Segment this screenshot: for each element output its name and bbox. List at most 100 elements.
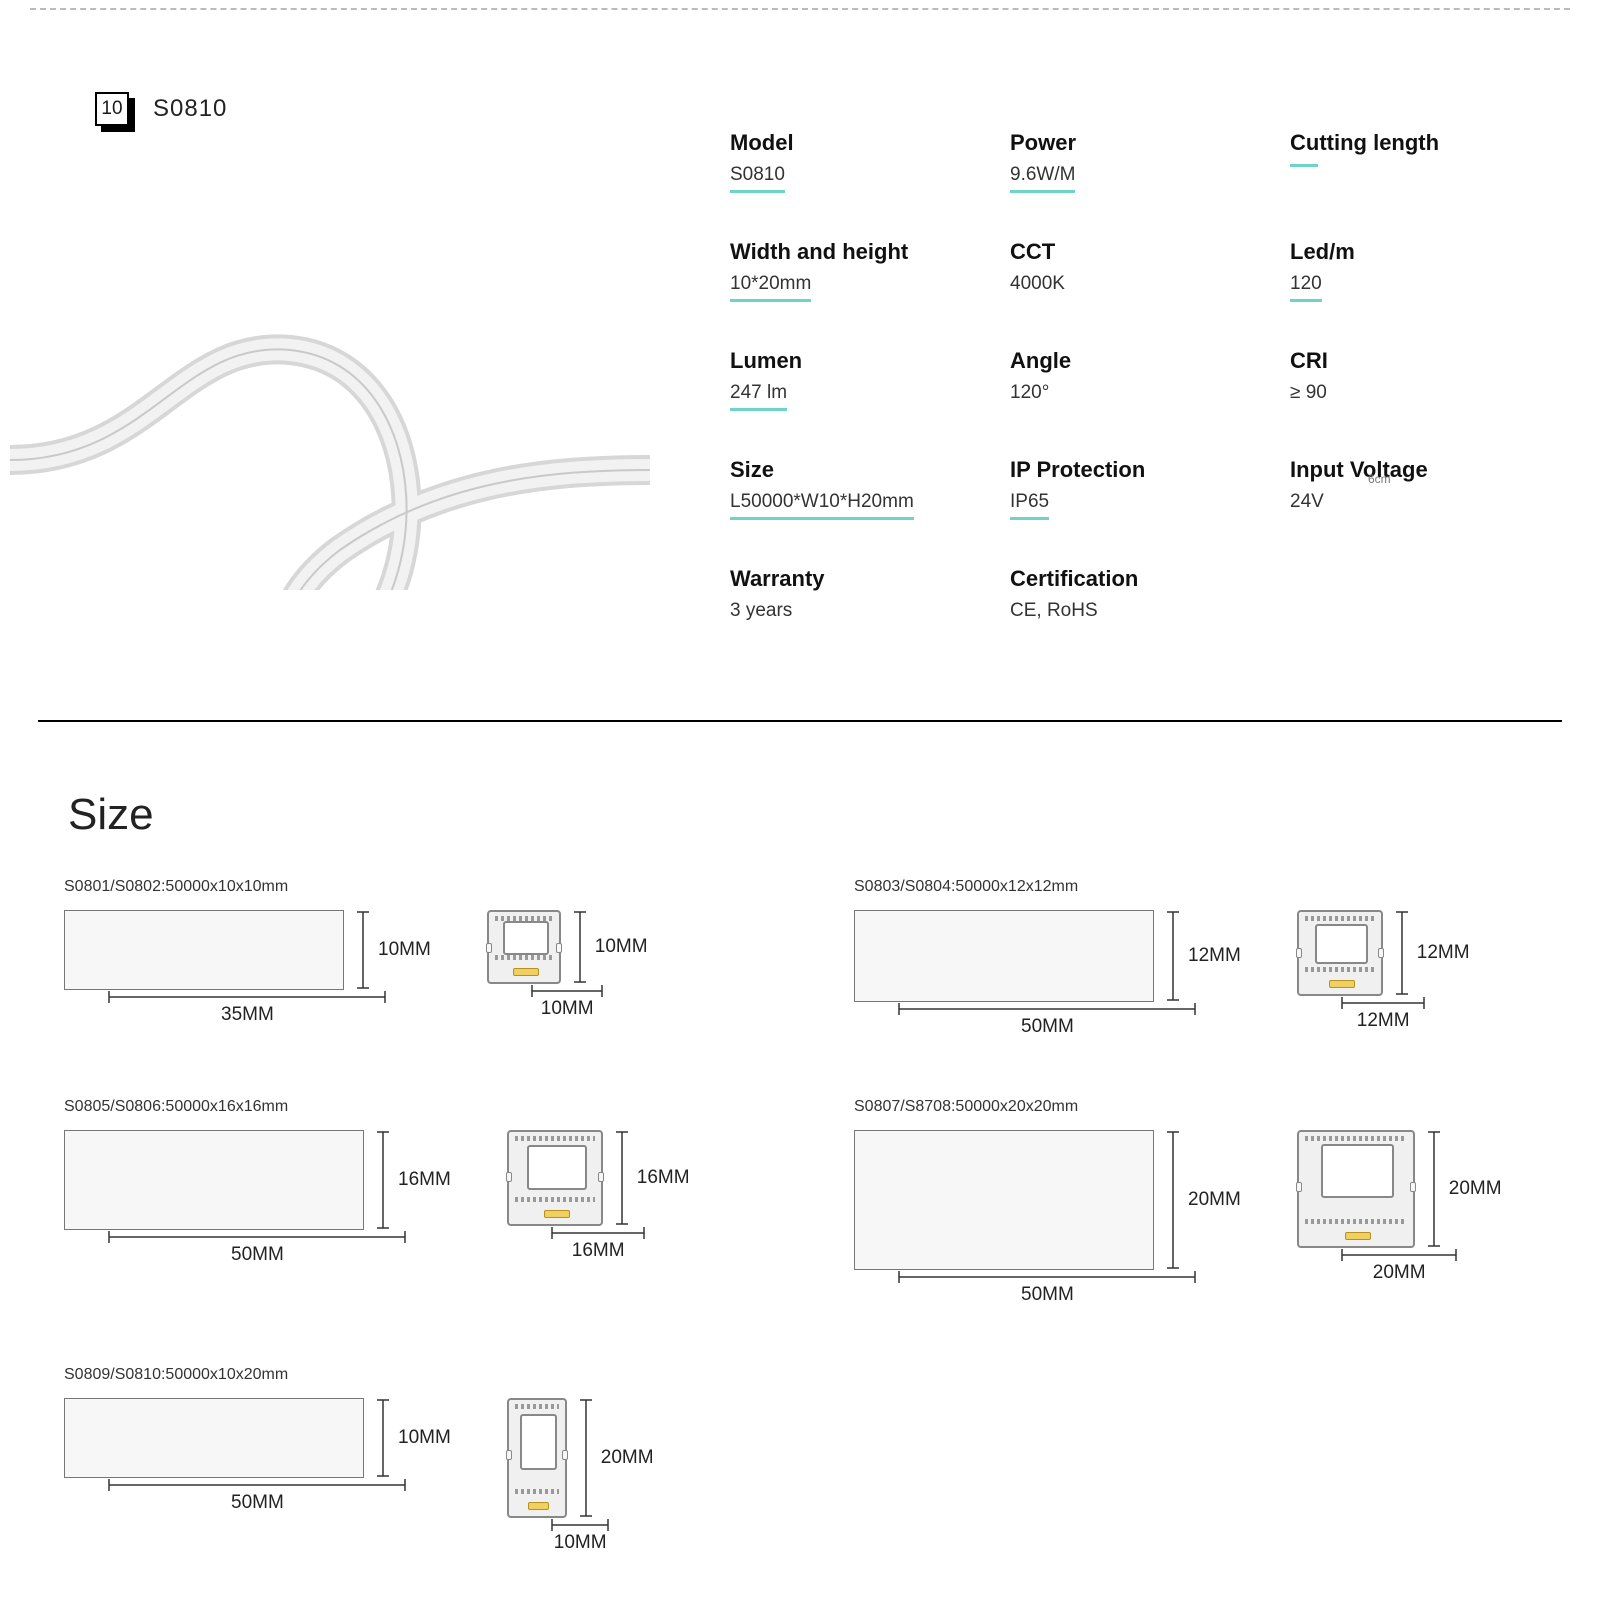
v-dimension-line (356, 910, 370, 990)
cross-section-profile (507, 1130, 603, 1226)
spec-value: 4000K (1010, 273, 1065, 299)
dimension-label: 50MM (231, 1492, 284, 1514)
length-rectangle (64, 910, 344, 990)
spec-value: ≥ 90 (1290, 382, 1327, 408)
spec-label: Angle (1010, 348, 1290, 374)
size-variant-label: S0803/S0804:50000x12x12mm (854, 878, 1544, 896)
size-variant-label: S0809/S0810:50000x10x20mm (64, 1366, 754, 1384)
section-divider (38, 720, 1562, 722)
spec-item: Input Voltage 24V (1290, 457, 1570, 520)
dimension-label: 20MM (1188, 1189, 1241, 1211)
v-dimension-line (573, 910, 587, 984)
spec-label: Certification (1010, 566, 1290, 592)
spec-label: Power (1010, 130, 1290, 156)
h-dimension-line (897, 1270, 1197, 1284)
v-dimension-line (1395, 910, 1409, 996)
product-code: S0810 (153, 95, 227, 123)
product-header: 10 S0810 (95, 92, 227, 126)
size-diagram-grid: S0801/S0802:50000x10x10mm 10MM 35MM (64, 878, 1544, 1614)
h-dimension-line (550, 1518, 610, 1532)
spec-item: Lumen 247 lm (730, 348, 1010, 411)
spec-value: S0810 (730, 164, 785, 193)
spec-item: Led/m 120 (1290, 239, 1570, 302)
dimension-label: 12MM (1188, 945, 1241, 967)
spec-label: Cutting length (1290, 130, 1570, 156)
underline-bar (1290, 164, 1318, 167)
spec-value: 120 (1290, 273, 1322, 302)
v-dimension-line (1427, 1130, 1441, 1248)
cross-section-profile (507, 1398, 567, 1518)
led-strip-illustration (10, 160, 650, 590)
cross-section-profile (1297, 1130, 1415, 1248)
spec-grid: ModelS0810Power9.6W/MCutting lengthWidth… (730, 130, 1570, 626)
stray-text-6cm: 6cm (1368, 472, 1391, 486)
size-section-title: Size (68, 790, 154, 840)
spec-label: Width and height (730, 239, 1010, 265)
size-variant-label: S0807/S8708:50000x20x20mm (854, 1098, 1544, 1116)
length-rectangle (64, 1398, 364, 1478)
h-dimension-line (530, 984, 604, 998)
spec-value: 3 years (730, 600, 792, 626)
h-dimension-line (1340, 996, 1426, 1010)
spec-item: Width and height 10*20mm (730, 239, 1010, 302)
dimension-label: 10MM (398, 1427, 451, 1449)
dimension-label: 16MM (637, 1167, 690, 1189)
dimension-label: 16MM (572, 1240, 625, 1262)
spec-label: Model (730, 130, 1010, 156)
size-diagram: S0805/S0806:50000x16x16mm 16MM 50MM (64, 1098, 754, 1306)
spec-value: 10*20mm (730, 273, 811, 302)
v-dimension-line (579, 1398, 593, 1518)
product-index-badge: 10 (95, 92, 129, 126)
cross-section-profile (487, 910, 561, 984)
h-dimension-line (107, 1230, 407, 1244)
spec-item: Warranty 3 years (730, 566, 1010, 626)
cross-section-profile (1297, 910, 1383, 996)
h-dimension-line (897, 1002, 1197, 1016)
spec-label: CRI (1290, 348, 1570, 374)
dimension-label: 10MM (378, 939, 431, 961)
spec-label: Input Voltage (1290, 457, 1570, 483)
spec-label: Led/m (1290, 239, 1570, 265)
size-diagram: S0807/S8708:50000x20x20mm 20MM 50MM (854, 1098, 1544, 1306)
spec-label: Warranty (730, 566, 1010, 592)
spec-value: IP65 (1010, 491, 1049, 520)
spec-item: Model S0810 (730, 130, 1010, 193)
v-dimension-line (1166, 1130, 1180, 1270)
length-rectangle (854, 910, 1154, 1002)
length-rectangle (854, 1130, 1154, 1270)
v-dimension-line (615, 1130, 629, 1226)
badge-number: 10 (95, 92, 129, 126)
spec-value: 120° (1010, 382, 1049, 408)
dimension-label: 10MM (541, 998, 594, 1020)
dimension-label: 50MM (231, 1244, 284, 1266)
spec-label: IP Protection (1010, 457, 1290, 483)
spec-item: Angle 120° (1010, 348, 1290, 411)
size-variant-label: S0801/S0802:50000x10x10mm (64, 878, 754, 896)
size-variant-label: S0805/S0806:50000x16x16mm (64, 1098, 754, 1116)
dimension-label: 12MM (1417, 942, 1470, 964)
dimension-label: 35MM (221, 1004, 274, 1026)
v-dimension-line (376, 1130, 390, 1230)
spec-item: CRI ≥ 90 (1290, 348, 1570, 411)
size-diagram: S0801/S0802:50000x10x10mm 10MM 35MM (64, 878, 754, 1038)
dimension-label: 12MM (1357, 1010, 1410, 1032)
dimension-label: 10MM (554, 1532, 607, 1554)
dimension-label: 50MM (1021, 1016, 1074, 1038)
spec-item: CertificationCE, RoHS (1010, 566, 1290, 626)
dimension-label: 10MM (595, 936, 648, 958)
size-diagram: S0809/S0810:50000x10x20mm 10MM 50MM (64, 1366, 754, 1554)
v-dimension-line (376, 1398, 390, 1478)
spec-value: 24V (1290, 491, 1324, 517)
spec-item: Cutting length (1290, 130, 1570, 193)
dimension-label: 50MM (1021, 1284, 1074, 1306)
top-dashed-divider (30, 8, 1570, 10)
spec-item: CCT4000K (1010, 239, 1290, 302)
spec-label: Lumen (730, 348, 1010, 374)
spec-label: Size (730, 457, 1010, 483)
spec-item: IP Protection IP65 (1010, 457, 1290, 520)
spec-value: 247 lm (730, 382, 787, 411)
h-dimension-line (1340, 1248, 1458, 1262)
spec-value: L50000*W10*H20mm (730, 491, 914, 520)
h-dimension-line (107, 990, 387, 1004)
dimension-label: 20MM (601, 1447, 654, 1469)
